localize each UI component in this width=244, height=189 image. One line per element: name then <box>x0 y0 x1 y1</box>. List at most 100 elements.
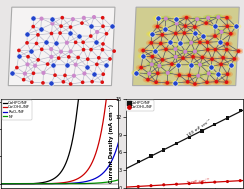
Ellipse shape <box>175 22 179 25</box>
Point <box>46 63 50 66</box>
Ellipse shape <box>221 46 232 53</box>
Ellipse shape <box>148 41 155 45</box>
Point <box>173 48 177 51</box>
Point <box>81 41 85 44</box>
Ellipse shape <box>192 16 203 22</box>
Ellipse shape <box>134 72 138 74</box>
Point <box>26 63 30 66</box>
Ellipse shape <box>182 50 189 54</box>
Ellipse shape <box>198 41 202 43</box>
RuO₂/NF <box>81 181 84 183</box>
Point <box>69 83 73 86</box>
Ellipse shape <box>173 17 180 21</box>
Ellipse shape <box>195 39 205 46</box>
Ellipse shape <box>196 40 203 44</box>
Ellipse shape <box>224 72 231 76</box>
Ellipse shape <box>237 50 240 52</box>
Ellipse shape <box>183 25 187 27</box>
Ellipse shape <box>146 79 150 81</box>
Ellipse shape <box>217 40 224 44</box>
Point <box>193 50 197 53</box>
Point <box>82 72 86 75</box>
Point <box>198 41 202 44</box>
Ellipse shape <box>204 48 211 52</box>
Ellipse shape <box>214 81 218 83</box>
Point <box>25 33 29 36</box>
Ellipse shape <box>212 34 218 38</box>
Point <box>185 16 189 19</box>
Ellipse shape <box>193 32 197 34</box>
Ellipse shape <box>212 48 219 52</box>
Ellipse shape <box>158 65 161 67</box>
Ellipse shape <box>152 15 163 22</box>
Ellipse shape <box>171 16 182 22</box>
Point <box>209 65 213 68</box>
Ellipse shape <box>213 80 220 84</box>
Ellipse shape <box>203 80 210 84</box>
Ellipse shape <box>181 31 188 35</box>
Ellipse shape <box>171 20 182 27</box>
Ellipse shape <box>233 48 244 54</box>
Point <box>187 74 191 77</box>
Ellipse shape <box>141 49 145 52</box>
Point <box>213 181 217 184</box>
Text: 9 mF cm⁻²: 9 mF cm⁻² <box>187 179 210 185</box>
Point <box>165 81 169 84</box>
Point <box>156 72 160 75</box>
Ellipse shape <box>201 20 212 26</box>
Ellipse shape <box>177 74 181 76</box>
Ellipse shape <box>148 32 155 36</box>
Point <box>225 25 229 28</box>
Point <box>134 71 138 74</box>
Point <box>44 40 48 43</box>
Ellipse shape <box>194 17 201 21</box>
Ellipse shape <box>201 35 205 37</box>
Point <box>234 25 238 28</box>
Ellipse shape <box>195 18 199 20</box>
Ellipse shape <box>186 40 196 46</box>
Ellipse shape <box>151 79 162 85</box>
Ellipse shape <box>188 54 198 60</box>
Ellipse shape <box>193 26 197 28</box>
Ellipse shape <box>213 14 224 20</box>
CoHPO/NF <box>77 98 80 100</box>
Line: RuO₂/NF: RuO₂/NF <box>1 125 122 184</box>
Ellipse shape <box>153 80 160 84</box>
Ellipse shape <box>196 75 200 77</box>
Ellipse shape <box>185 62 196 68</box>
Ellipse shape <box>198 33 209 39</box>
Ellipse shape <box>150 33 153 35</box>
Ellipse shape <box>213 25 217 28</box>
Ellipse shape <box>191 25 198 29</box>
Ellipse shape <box>163 17 169 21</box>
Ellipse shape <box>205 71 212 75</box>
Ellipse shape <box>191 31 198 35</box>
Co(OH)₂/NF <box>71 180 74 182</box>
Point <box>218 40 222 43</box>
Point <box>158 64 162 67</box>
Point <box>35 42 39 45</box>
CoHPO/NF <box>81 98 84 100</box>
Ellipse shape <box>167 40 173 44</box>
Point <box>112 50 116 53</box>
Point <box>89 35 93 38</box>
Ellipse shape <box>152 23 163 30</box>
Ellipse shape <box>172 62 183 68</box>
Ellipse shape <box>205 16 212 20</box>
Point <box>31 25 35 28</box>
Point <box>136 185 140 188</box>
Ellipse shape <box>214 49 217 51</box>
Point <box>95 63 99 66</box>
Ellipse shape <box>165 82 169 84</box>
Ellipse shape <box>234 25 238 28</box>
Ellipse shape <box>164 81 171 85</box>
Point <box>220 30 224 33</box>
Ellipse shape <box>229 64 233 66</box>
Ellipse shape <box>213 71 224 77</box>
Ellipse shape <box>170 46 181 52</box>
Ellipse shape <box>210 33 220 39</box>
Point <box>92 73 96 76</box>
Ellipse shape <box>172 81 179 85</box>
Ellipse shape <box>222 71 233 77</box>
Ellipse shape <box>211 79 222 85</box>
